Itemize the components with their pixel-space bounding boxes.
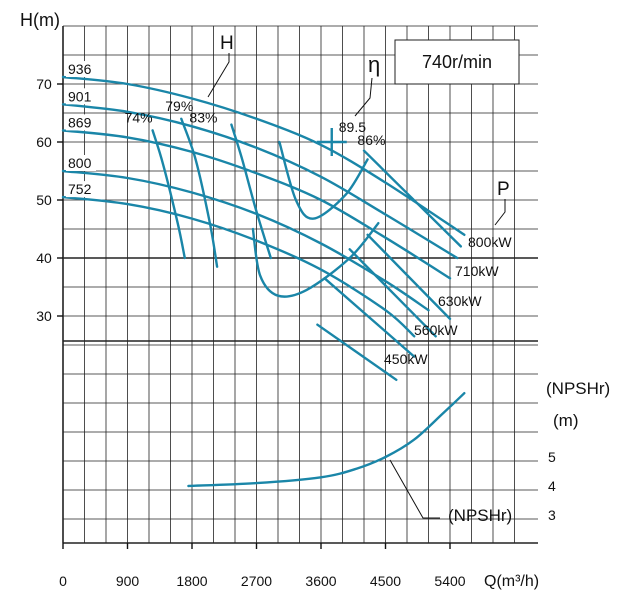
head-tick-label: 60 [36,134,52,150]
head-curve-label-bg [66,181,96,198]
power-label: 560kW [414,322,458,338]
npsh-leader [389,459,440,519]
head-curve-label-bg [66,88,96,105]
head-curve-label-bg [66,61,96,78]
x-tick-label: 0 [59,573,67,589]
power-leader [494,199,506,226]
x-axis-title: Q(m³/h) [484,573,539,590]
efficiency-label: 79% [165,98,193,114]
head-tick-label: 50 [36,192,52,208]
bep-label: 89.5 [339,119,366,135]
head-tick-label: 40 [36,250,52,266]
npsh-tick-label: 5 [548,449,556,465]
power-curve-710kW [366,233,452,321]
npsh-axis-title: (NPSHr) [546,379,610,398]
efficiency-label: 86% [357,132,385,148]
head-curve-label: 752 [68,181,92,197]
head-curve-label-bg [66,155,96,171]
efficiency-label: 83% [189,110,217,126]
head-axis-title: H(m) [20,10,60,30]
x-tick-label: 1800 [176,573,207,589]
head-curve-label-bg [66,114,96,131]
npsh-tick-label: 3 [548,507,556,523]
head-leader [207,53,230,98]
power-group-label: P [497,179,510,200]
speed-label-box [394,39,520,85]
head-curve-label: 869 [68,114,92,130]
head-curve-869 [61,129,452,280]
efficiency-group-label: η [368,52,380,77]
efficiency-contour [180,117,219,268]
head-curve-936 [61,75,466,236]
efficiency-contour [230,123,272,260]
power-curve-450kW [316,323,398,381]
x-tick-label: 2700 [241,573,272,589]
efficiency-contour [151,129,186,260]
head-tick-label: 30 [36,308,52,324]
x-tick-label: 4500 [370,573,401,589]
head-curve-label: 901 [68,88,92,104]
efficiency-contour [278,140,369,220]
power-curve-800kW [362,149,462,248]
grid [57,25,538,549]
x-tick-label: 900 [116,573,140,589]
head-curve-label: 800 [68,155,92,171]
head-curve-label: 936 [68,61,92,77]
x-tick-label: 3600 [305,573,336,589]
efficiency-leader [354,77,373,117]
speed-label: 740r/min [422,52,492,72]
power-label: 630kW [438,293,482,309]
npsh-group-label: (NPSHr) [448,506,512,525]
curves [61,61,466,488]
power-label: 800kW [468,234,512,250]
head-curve-901 [61,103,459,260]
power-curve-560kW [323,277,416,358]
head-curve-752 [61,195,416,338]
power-curve-630kW [348,248,437,338]
x-tick-label: 5400 [434,573,465,589]
power-label: 450kW [384,351,428,367]
npsh-tick-label: 4 [548,478,556,494]
efficiency-contour [251,222,380,298]
npsh-axis-unit: (m) [553,411,578,430]
head-group-label: H [220,33,234,54]
power-label: 710kW [455,263,499,279]
head-tick-label: 70 [36,76,52,92]
npsh-curve [187,392,466,488]
efficiency-label: 74% [125,109,153,125]
